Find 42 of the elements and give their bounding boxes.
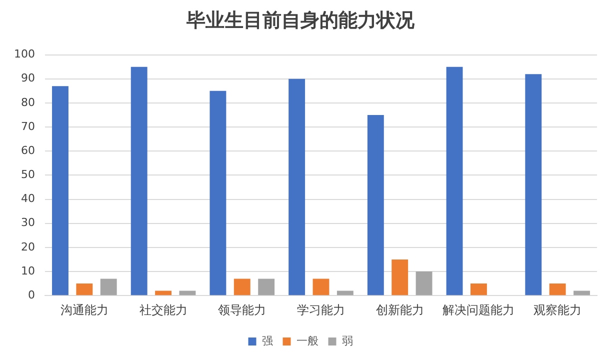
x-tick-label: 观察能力 [534, 302, 582, 317]
bar [446, 66, 463, 296]
bar [367, 115, 384, 296]
bar [392, 259, 408, 296]
bar [416, 272, 432, 296]
x-tick-label: 创新能力 [376, 302, 424, 317]
legend-label: 弱 [342, 334, 353, 348]
bar [336, 290, 354, 296]
y-tick-label: 80 [20, 96, 35, 109]
bar [234, 278, 250, 296]
chart-title: 毕业生目前自身的能力状况 [186, 9, 416, 32]
bar [525, 74, 542, 296]
y-tick-label: 100 [14, 48, 35, 61]
legend-label: 一般 [296, 334, 318, 348]
bar [574, 290, 590, 296]
bar [100, 278, 117, 296]
y-tick-label: 60 [20, 144, 35, 157]
bar [52, 86, 68, 296]
y-tick-label: 40 [20, 192, 35, 206]
bar [130, 66, 148, 296]
x-tick-label: 解决问题能力 [442, 302, 515, 317]
y-tick-label: 30 [20, 216, 35, 230]
y-tick-label: 0 [28, 288, 35, 302]
y-tick-label: 90 [20, 72, 35, 85]
y-tick-label: 50 [20, 168, 35, 182]
bar [258, 278, 275, 296]
bar [210, 90, 226, 296]
x-tick-label: 社交能力 [139, 302, 188, 317]
legend-label: 强 [262, 334, 273, 348]
bar [155, 290, 172, 296]
bar [288, 78, 306, 296]
bar [76, 284, 93, 296]
y-tick-label: 70 [20, 120, 35, 133]
x-tick-label: 领导能力 [218, 302, 266, 317]
x-tick-label: 学习能力 [297, 302, 345, 317]
bar [312, 278, 330, 296]
bar [470, 284, 487, 296]
bar [549, 284, 566, 296]
y-tick-label: 10 [20, 264, 35, 278]
bar [179, 290, 196, 296]
y-tick-label: 20 [20, 240, 35, 254]
x-tick-label: 沟通能力 [60, 302, 108, 317]
